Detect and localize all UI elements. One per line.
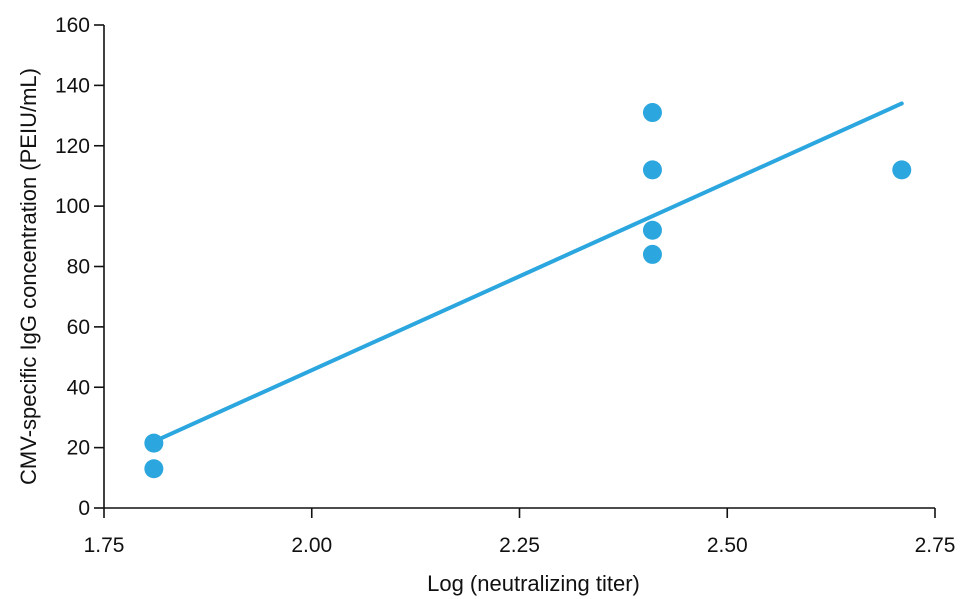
- y-tick-label: 40: [67, 376, 90, 399]
- data-point: [642, 220, 662, 240]
- y-tick-label: 20: [67, 437, 90, 460]
- x-axis-label: Log (neutralizing titer): [427, 571, 640, 596]
- x-tick-label: 1.75: [84, 534, 125, 557]
- x-axis-ticks: 1.75 2.00 2.25 2.50 2.75: [84, 508, 956, 557]
- data-point: [892, 160, 912, 180]
- data-point: [642, 103, 662, 123]
- y-tick-label: 120: [55, 135, 90, 158]
- trend-line-group: [151, 101, 904, 444]
- axes: [103, 25, 935, 509]
- x-tick-label: 2.25: [499, 534, 540, 557]
- trend-line: [151, 101, 904, 444]
- y-axis-label: CMV-specific IgG concentration (PEIU/mL): [16, 68, 41, 485]
- y-tick-label: 140: [55, 74, 90, 97]
- y-tick-label: 0: [78, 497, 90, 520]
- x-tick-label: 2.50: [707, 534, 748, 557]
- data-point: [144, 459, 164, 479]
- data-point: [144, 433, 164, 453]
- data-point: [642, 244, 662, 264]
- data-points: [144, 103, 912, 479]
- y-axis-ticks: 0 20 40 60 80 100 120 140 160: [55, 14, 104, 520]
- y-tick-label: 160: [55, 14, 90, 37]
- x-tick-label: 2.00: [291, 534, 332, 557]
- data-point: [642, 160, 662, 180]
- y-tick-label: 60: [67, 316, 90, 339]
- y-tick-label: 80: [67, 256, 90, 279]
- y-tick-label: 100: [55, 195, 90, 218]
- x-tick-label: 2.75: [915, 534, 956, 557]
